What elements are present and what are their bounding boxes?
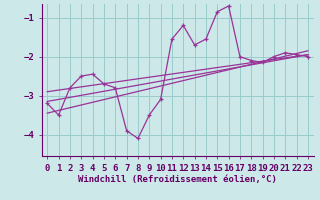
X-axis label: Windchill (Refroidissement éolien,°C): Windchill (Refroidissement éolien,°C) — [78, 175, 277, 184]
